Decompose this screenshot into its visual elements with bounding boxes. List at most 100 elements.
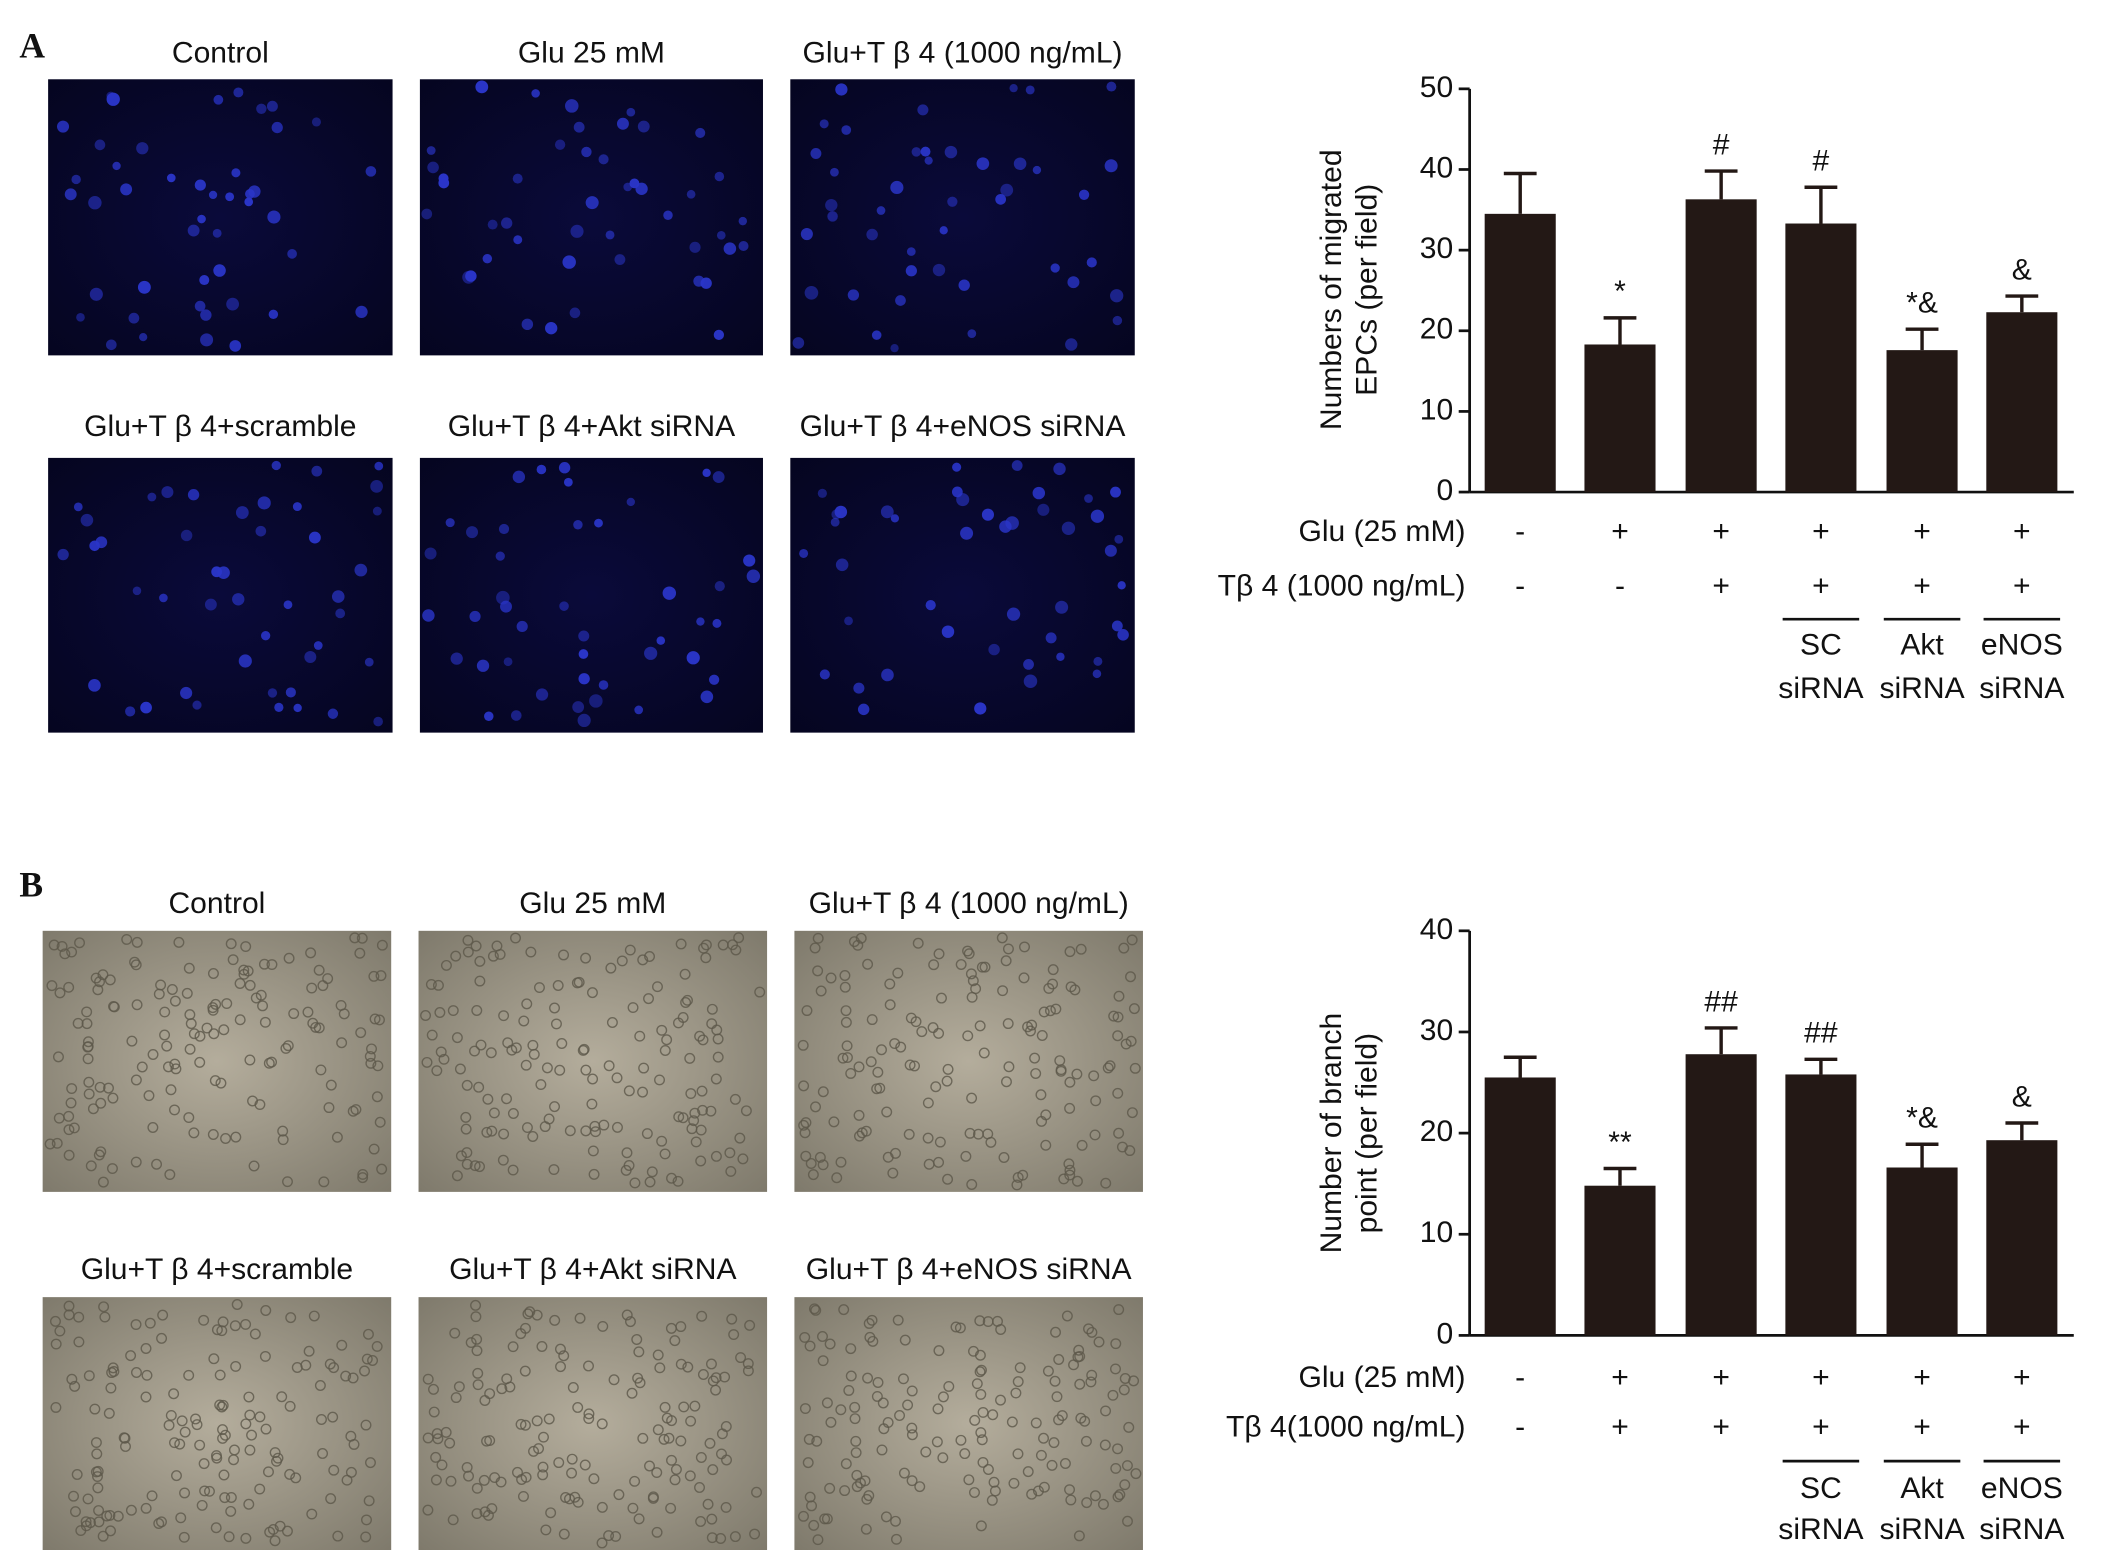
cell — [612, 1121, 623, 1133]
cell — [229, 340, 242, 352]
cell — [266, 1056, 278, 1068]
cell — [267, 1523, 279, 1535]
cell — [240, 1532, 252, 1544]
condition-sign: - — [1515, 515, 1525, 548]
cell — [430, 1451, 442, 1463]
cell — [374, 461, 384, 471]
cell — [197, 214, 206, 224]
cell — [804, 1340, 816, 1352]
cell — [486, 1503, 498, 1515]
cell — [368, 1143, 380, 1155]
image-title: Glu 25 mM — [519, 887, 666, 920]
cell — [817, 1159, 829, 1171]
cell — [641, 1128, 653, 1140]
cell — [837, 1052, 849, 1064]
cell — [375, 970, 387, 982]
cell — [53, 1112, 65, 1124]
cell — [284, 1468, 296, 1480]
cell — [697, 1369, 709, 1380]
cell — [819, 119, 829, 129]
condition-sign: - — [1515, 570, 1525, 603]
cell — [474, 955, 486, 967]
cell — [863, 1490, 875, 1502]
micrograph — [794, 930, 1143, 1192]
cell — [963, 948, 975, 960]
cell — [486, 1125, 498, 1137]
cell — [697, 1104, 708, 1116]
cell — [890, 344, 899, 353]
y-tick-label: 20 — [1420, 1115, 1453, 1148]
cell — [363, 1495, 375, 1507]
cell — [161, 1040, 173, 1052]
cell — [881, 668, 894, 682]
cell — [234, 978, 246, 989]
cell — [812, 965, 824, 977]
cell — [85, 1160, 97, 1172]
cell — [209, 1075, 221, 1087]
condition-label: Glu (25 mM) — [1298, 1361, 1465, 1394]
cell — [376, 1163, 388, 1175]
cell — [316, 1414, 327, 1425]
cell — [428, 1406, 440, 1418]
cell — [979, 961, 991, 973]
cell — [217, 1399, 229, 1411]
cell — [214, 1369, 226, 1381]
cell — [281, 1525, 293, 1537]
cell — [975, 1388, 987, 1400]
cell — [425, 978, 437, 990]
cell — [800, 1117, 812, 1129]
cell — [696, 1310, 708, 1322]
cell — [453, 1381, 465, 1393]
cell — [460, 1123, 472, 1135]
cell — [579, 1459, 591, 1471]
cell — [112, 161, 121, 171]
cell — [291, 1362, 303, 1373]
bar — [1685, 1054, 1757, 1336]
cell — [553, 1457, 565, 1469]
cell — [962, 945, 974, 957]
cell — [470, 1311, 482, 1323]
panel-label: B — [19, 865, 43, 905]
cell — [373, 716, 383, 727]
cell — [644, 951, 655, 962]
cell — [661, 1034, 673, 1046]
cell — [986, 1494, 998, 1506]
cell — [164, 1169, 176, 1181]
cell — [613, 1489, 625, 1501]
cell — [1045, 632, 1057, 644]
cell — [174, 1438, 186, 1450]
cell — [1075, 1412, 1087, 1424]
cell — [616, 955, 628, 967]
cell — [445, 518, 455, 528]
cell — [608, 1374, 620, 1386]
cell — [105, 339, 117, 351]
cell — [1104, 544, 1117, 557]
cell — [712, 618, 722, 628]
cell — [967, 975, 979, 987]
cell — [153, 988, 165, 1000]
cell — [469, 1045, 480, 1057]
cell — [271, 1455, 282, 1467]
cell — [478, 1474, 490, 1486]
cell — [941, 625, 955, 638]
cell — [724, 1147, 736, 1159]
cell — [555, 1361, 566, 1373]
image-title: Glu+T β 4+eNOS siRNA — [806, 1253, 1132, 1286]
cell — [1050, 1326, 1062, 1338]
cell — [82, 1041, 94, 1053]
y-tick-label: 30 — [1420, 232, 1453, 265]
cell — [108, 1000, 119, 1012]
image-title: Control — [172, 37, 269, 70]
cell — [564, 1125, 576, 1137]
cell — [679, 968, 691, 980]
cell — [950, 1321, 962, 1333]
cell — [218, 1024, 230, 1036]
cell — [742, 1358, 754, 1370]
cell — [218, 1469, 230, 1481]
cell — [259, 1350, 271, 1362]
cell — [1110, 1462, 1122, 1474]
cell — [906, 1429, 918, 1441]
cell — [707, 1375, 719, 1387]
cell — [545, 1507, 557, 1519]
y-tick-label: 20 — [1420, 313, 1453, 346]
